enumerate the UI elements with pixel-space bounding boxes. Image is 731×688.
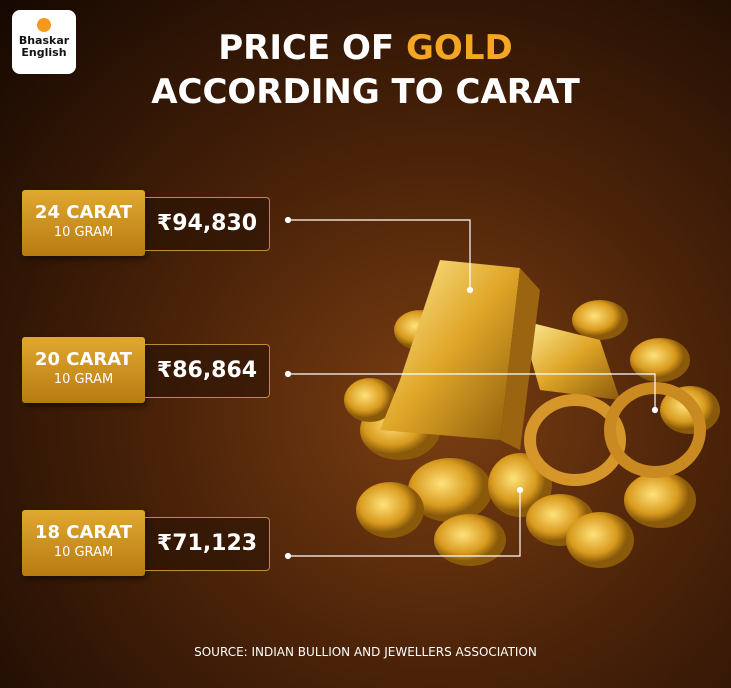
carat-box: 18 CARAT 10 GRAM (22, 510, 145, 576)
unit-label: 10 GRAM (53, 372, 114, 387)
logo: Bhaskar English (12, 10, 76, 74)
carat-label: 24 CARAT (34, 202, 133, 223)
carat-label: 20 CARAT (34, 349, 133, 370)
source: SOURCE: INDIAN BULLION AND JEWELLERS ASS… (194, 645, 537, 659)
unit-label: 10 GRAM (53, 545, 114, 560)
connectors (284, 216, 659, 560)
gold-bars (380, 260, 620, 450)
logo-text: English (21, 46, 67, 59)
price: ₹86,864 (145, 344, 270, 398)
title: PRICE OF GOLD ACCORDING TO CARAT (0, 26, 731, 114)
carat-box: 24 CARAT 10 GRAM (22, 190, 145, 256)
logo-text: Bhaskar (18, 34, 70, 47)
carat-label: 18 CARAT (34, 522, 133, 543)
title-highlight: GOLD (406, 28, 513, 68)
unit-label: 10 GRAM (53, 225, 114, 240)
price: ₹94,830 (145, 197, 270, 251)
title-text: PRICE OF (218, 28, 395, 68)
title-text: ACCORDING TO CARAT (151, 72, 580, 112)
price: ₹71,123 (145, 517, 270, 571)
carat-box: 20 CARAT 10 GRAM (22, 337, 145, 403)
